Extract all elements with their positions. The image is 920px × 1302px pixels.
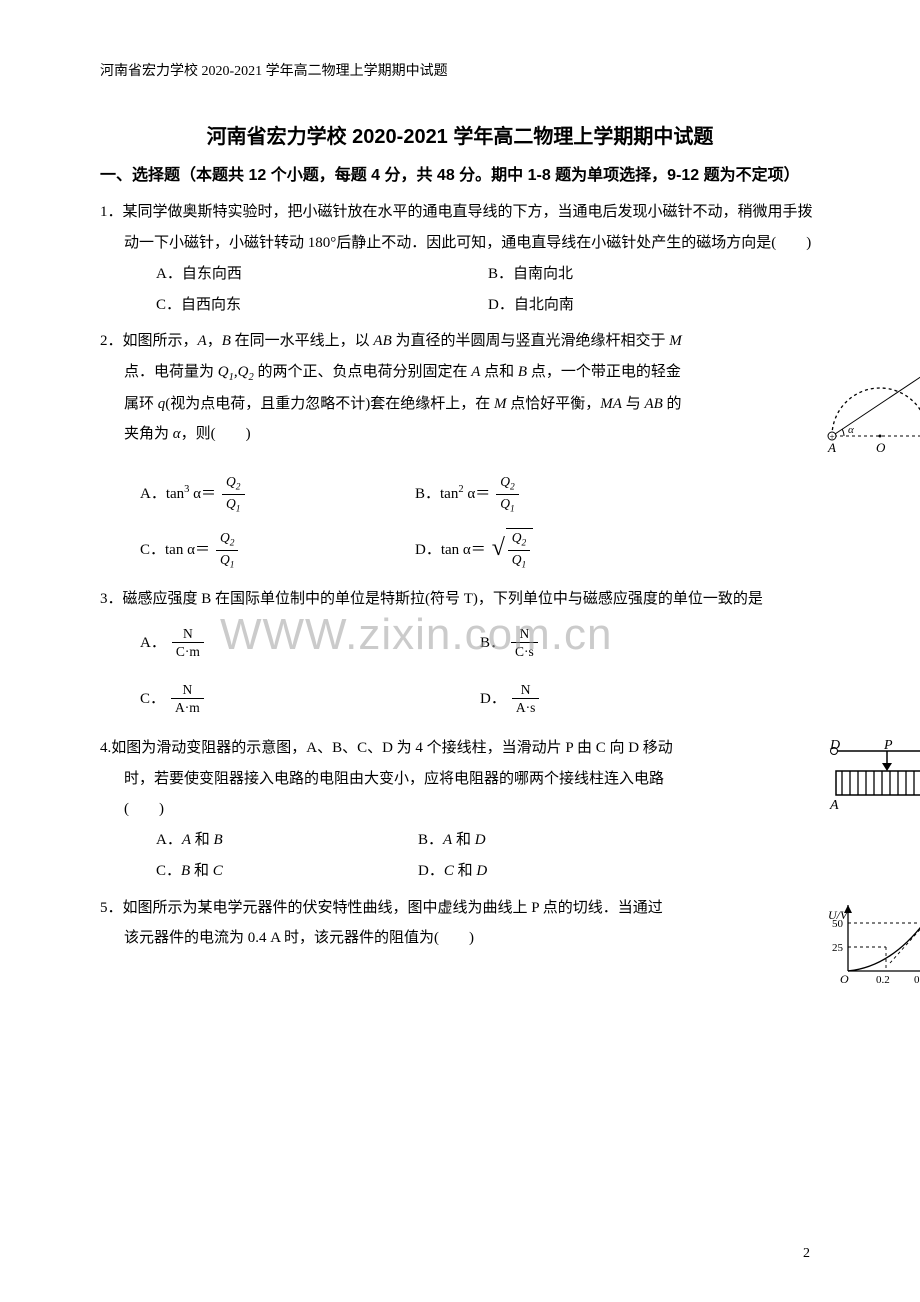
q2-num: 2． [100, 333, 123, 349]
q2-t4: 点．电荷量为 [124, 364, 214, 380]
q2-t1: 如图所示， [123, 333, 198, 349]
f: Q [226, 474, 236, 489]
q4-opt-b: B．A 和 D [418, 825, 680, 856]
f: C·s [511, 643, 538, 661]
q4-opt-d: D．C 和 D [418, 856, 680, 887]
f: 1 [522, 561, 527, 571]
q2-t6: 点和 [484, 364, 514, 380]
question-1: 1．某同学做奥斯特实验时，把小磁针放在水平的通电直导线的下方，当通电后发现小磁针… [100, 197, 820, 320]
q1-opt-a: A．自东向西 [156, 259, 488, 290]
svg-text:50: 50 [832, 918, 844, 930]
l: C． [140, 684, 165, 715]
f: Q [220, 530, 230, 545]
q4-opt-c: C．B 和 C [156, 856, 418, 887]
question-5: 5．如图所示为某电学元器件的伏安特性曲线，图中虚线为曲线上 P 点的切线．当通过… [100, 893, 820, 955]
question-4: 4.如图为滑动变阻器的示意图，A、B、C、D 为 4 个接线柱，当滑动片 P 由… [100, 733, 820, 887]
svg-text:D: D [829, 738, 840, 753]
q3-opt-a: A． NC·m [140, 625, 480, 661]
q2a-post: α＝ [189, 486, 216, 502]
page-number: 2 [803, 1246, 810, 1262]
f: 1 [230, 560, 235, 570]
q1-num: 1． [100, 204, 123, 220]
f: N [512, 681, 540, 700]
q1-opt-c: C．自西向东 [156, 290, 488, 321]
q2-t2: 在同一水平线上，以 [235, 333, 370, 349]
f: Q [500, 474, 510, 489]
q3-opt-d: D． NA·s [480, 681, 820, 717]
q4-stem: 如图为滑动变阻器的示意图，A、B、C、D 为 4 个接线柱，当滑动片 P 由 C… [111, 740, 673, 818]
svg-text:A: A [827, 440, 836, 455]
q3-opt-c: C． NA·m [140, 681, 480, 717]
q5-num: 5． [100, 900, 123, 916]
q2-t9: 点恰好平衡， [510, 396, 600, 412]
f: Q [500, 496, 510, 511]
l: A． [140, 628, 166, 659]
svg-text:0.2: 0.2 [876, 974, 890, 986]
f: N [511, 625, 538, 644]
q3-num: 3． [100, 591, 123, 607]
svg-text:P: P [883, 738, 893, 753]
q2-t5: 的两个正、负点电荷分别固定在 [257, 364, 467, 380]
page-title: 河南省宏力学校 2020-2021 学年高二物理上学期期中试题 [100, 120, 820, 149]
q2-figure: + − A O B M α [822, 360, 920, 490]
l: D． [480, 684, 506, 715]
svg-text:A: A [829, 798, 839, 813]
q3-opt-b: B． NC·s [480, 625, 820, 661]
question-2: 2．如图所示，A，B 在同一水平线上，以 AB 为直径的半圆周与竖直光滑绝缘杆相… [100, 326, 820, 578]
svg-text:25: 25 [832, 942, 844, 954]
f: 2 [510, 482, 515, 492]
q4-figure: D P C A B [822, 737, 920, 815]
f: 1 [236, 504, 241, 514]
svg-text:α: α [848, 424, 854, 436]
f: 2 [236, 482, 241, 492]
q2-opt-b: B．tan2 α＝ Q2Q1 [415, 473, 690, 516]
svg-text:O: O [876, 440, 886, 455]
q2a-pre: A．tan [140, 486, 184, 502]
f: N [172, 625, 204, 644]
f: 2 [230, 538, 235, 548]
l: B． [480, 628, 505, 659]
q2d-pre: D．tan α＝ [415, 535, 486, 566]
q3-stem: 磁感应强度 B 在国际单位制中的单位是特斯拉(符号 T)，下列单位中与磁感应强度… [123, 591, 763, 607]
f: Q [512, 552, 522, 567]
f: Q [220, 552, 230, 567]
f: A·m [171, 699, 204, 717]
page-header: 河南省宏力学校 2020-2021 学年高二物理上学期期中试题 [100, 60, 820, 80]
q2b-post: α＝ [464, 486, 491, 502]
f: C·m [172, 643, 204, 661]
q1-stem: 某同学做奥斯特实验时，把小磁针放在水平的通电直导线的下方，当通电后发现小磁针不动… [123, 204, 813, 251]
q5-figure: P U/V 50 25 O 0.2 0.4 I/A [820, 897, 920, 987]
svg-text:0.4: 0.4 [914, 974, 920, 986]
f: N [171, 681, 204, 700]
q2-t8: (视为点电荷，且重力忽略不计)套在绝缘杆上，在 [165, 396, 490, 412]
q2-opt-a: A．tan3 α＝ Q2Q1 [140, 473, 415, 516]
q2-t12: ，则( ) [181, 426, 251, 442]
q4-opt-a: A．A 和 B [156, 825, 418, 856]
q2-opt-d: D．tan α＝ Q2Q1 [415, 528, 690, 572]
q2-t3: 为直径的半圆周与竖直光滑绝缘杆相交于 [395, 333, 665, 349]
svg-text:O: O [840, 972, 849, 986]
question-3: 3．磁感应强度 B 在国际单位制中的单位是特斯拉(符号 T)，下列单位中与磁感应… [100, 584, 820, 727]
q2c-pre: C．tan α＝ [140, 535, 210, 566]
f: 2 [522, 539, 527, 549]
f: A·s [512, 699, 540, 717]
q2-t10: 与 [626, 396, 641, 412]
q5-stem: 如图所示为某电学元器件的伏安特性曲线，图中虚线为曲线上 P 点的切线．当通过该元… [123, 900, 663, 947]
f: Q [226, 496, 236, 511]
q4-num: 4. [100, 740, 111, 756]
q2-opt-c: C．tan α＝ Q2Q1 [140, 529, 415, 572]
section-heading: 一、选择题（本题共 12 个小题，每题 4 分，共 48 分。期中 1-8 题为… [132, 161, 820, 191]
q2b-pre: B．tan [415, 486, 458, 502]
f: 1 [510, 504, 515, 514]
q1-opt-b: B．自南向北 [488, 259, 820, 290]
q1-opt-d: D．自北向南 [488, 290, 820, 321]
f: Q [512, 530, 522, 545]
